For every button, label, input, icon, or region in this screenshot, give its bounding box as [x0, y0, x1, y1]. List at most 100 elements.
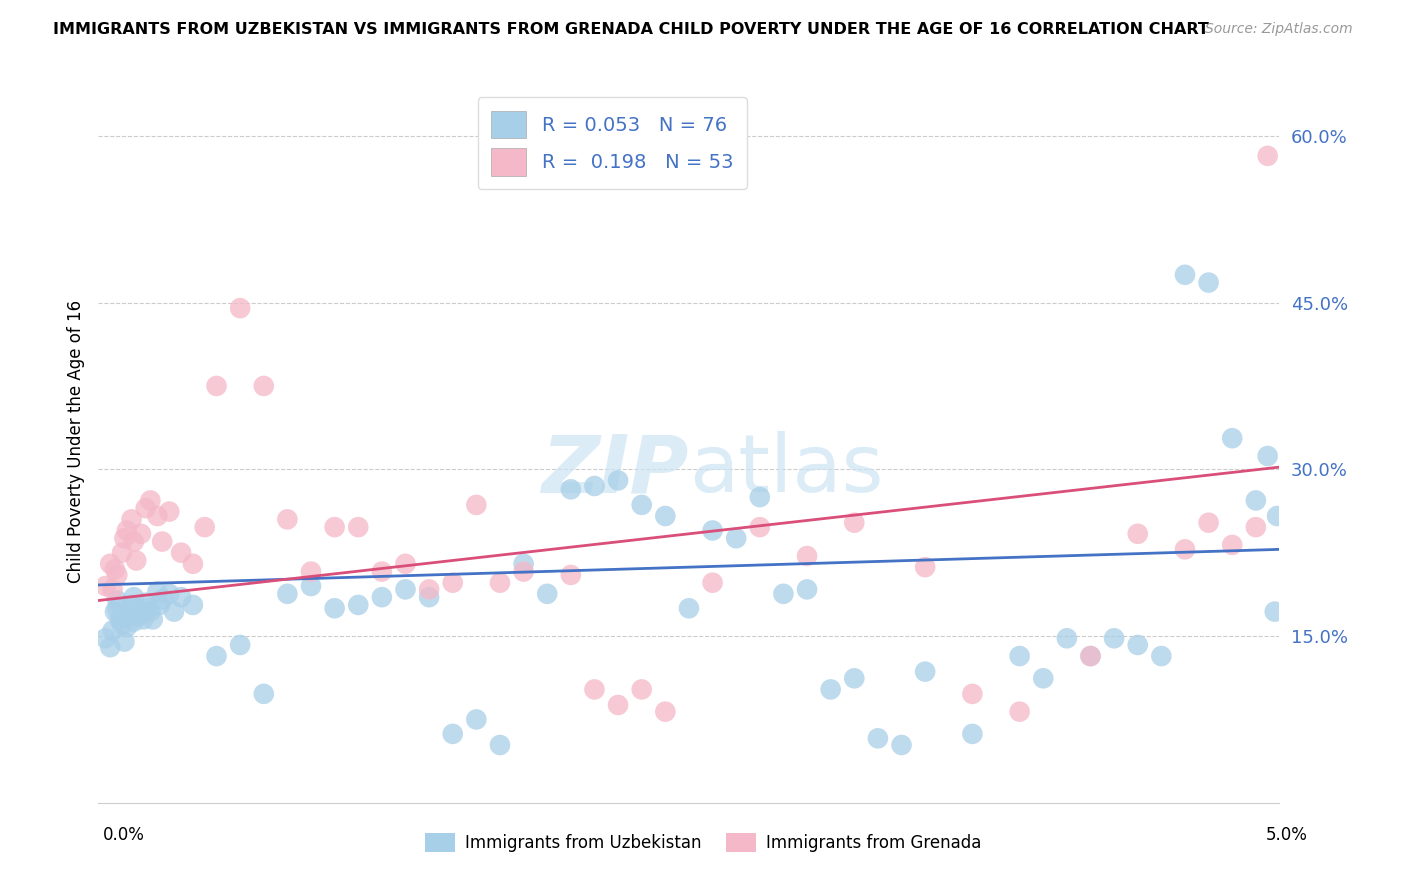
Point: [125, 553, 148, 567]
Point: [1265, 508, 1288, 523]
Point: [1174, 268, 1197, 282]
Point: [1102, 632, 1125, 646]
Point: [170, 546, 193, 560]
Point: [101, 582, 124, 597]
Text: atlas: atlas: [689, 432, 883, 509]
Point: [702, 575, 724, 590]
Point: [748, 520, 770, 534]
Point: [139, 605, 162, 619]
Point: [441, 575, 464, 590]
Point: [129, 526, 152, 541]
Point: [139, 493, 162, 508]
Point: [796, 582, 818, 597]
Point: [94, 632, 117, 646]
Point: [418, 590, 440, 604]
Point: [394, 557, 416, 571]
Point: [465, 713, 488, 727]
Point: [118, 607, 141, 621]
Point: [1220, 538, 1243, 552]
Point: [1032, 671, 1054, 685]
Text: IMMIGRANTS FROM UZBEKISTAN VS IMMIGRANTS FROM GRENADA CHILD POVERTY UNDER THE AG: IMMIGRANTS FROM UZBEKISTAN VS IMMIGRANTS…: [53, 22, 1209, 37]
Point: [630, 498, 652, 512]
Text: ZIP: ZIP: [541, 432, 689, 509]
Point: [866, 731, 889, 746]
Point: [129, 605, 152, 619]
Point: [115, 524, 138, 538]
Point: [299, 579, 322, 593]
Point: [135, 596, 157, 610]
Text: 0.0%: 0.0%: [103, 826, 145, 844]
Point: [128, 609, 150, 624]
Point: [108, 612, 131, 626]
Point: [560, 568, 582, 582]
Point: [371, 565, 394, 579]
Legend: Immigrants from Uzbekistan, Immigrants from Grenada: Immigrants from Uzbekistan, Immigrants f…: [418, 826, 988, 859]
Point: [149, 598, 172, 612]
Point: [150, 534, 173, 549]
Point: [512, 557, 534, 571]
Text: Source: ZipAtlas.com: Source: ZipAtlas.com: [1205, 22, 1353, 37]
Point: [121, 598, 143, 612]
Point: [844, 516, 866, 530]
Point: [654, 508, 676, 523]
Point: [136, 601, 159, 615]
Point: [1126, 526, 1149, 541]
Point: [229, 301, 252, 315]
Point: [1080, 649, 1102, 664]
Point: [962, 687, 984, 701]
Point: [1244, 493, 1267, 508]
Point: [105, 601, 128, 615]
Point: [98, 557, 121, 571]
Point: [94, 579, 117, 593]
Point: [253, 687, 276, 701]
Point: [1056, 632, 1078, 646]
Point: [1257, 149, 1279, 163]
Point: [441, 727, 464, 741]
Point: [111, 618, 134, 632]
Point: [583, 682, 606, 697]
Point: [418, 582, 440, 597]
Point: [512, 565, 534, 579]
Point: [170, 590, 193, 604]
Legend: R = 0.053   N = 76, R =  0.198   N = 53: R = 0.053 N = 76, R = 0.198 N = 53: [478, 97, 747, 189]
Point: [323, 520, 346, 534]
Point: [1008, 705, 1031, 719]
Point: [98, 640, 121, 655]
Point: [115, 620, 138, 634]
Point: [583, 479, 606, 493]
Point: [1008, 649, 1031, 664]
Point: [142, 612, 165, 626]
Point: [1080, 649, 1102, 664]
Point: [299, 565, 322, 579]
Point: [181, 598, 204, 612]
Point: [702, 524, 724, 538]
Point: [536, 587, 558, 601]
Point: [121, 512, 143, 526]
Point: [371, 590, 394, 604]
Point: [607, 474, 630, 488]
Point: [914, 560, 936, 574]
Point: [1198, 516, 1220, 530]
Point: [205, 379, 228, 393]
Point: [146, 508, 169, 523]
Point: [914, 665, 936, 679]
Y-axis label: Child Poverty Under the Age of 16: Child Poverty Under the Age of 16: [66, 300, 84, 583]
Point: [104, 562, 127, 576]
Point: [253, 379, 276, 393]
Point: [678, 601, 700, 615]
Point: [844, 671, 866, 685]
Point: [725, 531, 748, 545]
Point: [112, 634, 135, 648]
Point: [1220, 431, 1243, 445]
Point: [796, 549, 818, 563]
Point: [157, 505, 180, 519]
Point: [890, 738, 912, 752]
Point: [205, 649, 228, 664]
Point: [654, 705, 676, 719]
Point: [150, 592, 173, 607]
Point: [560, 483, 582, 497]
Point: [105, 568, 128, 582]
Point: [489, 738, 512, 752]
Point: [122, 590, 145, 604]
Point: [111, 546, 134, 560]
